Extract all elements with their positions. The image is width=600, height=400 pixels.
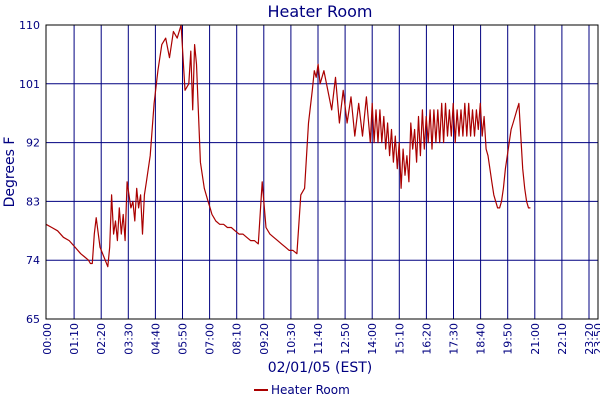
x-tick-label: 07:00 [204, 323, 217, 355]
x-tick-label: 17:30 [448, 323, 461, 355]
x-tick-label: 01:10 [68, 323, 81, 355]
x-tick-label: 11:40 [312, 323, 325, 355]
x-tick-label: 23:50 [592, 323, 600, 355]
x-tick-label: 18:40 [475, 323, 488, 355]
x-tick-label: 05:50 [177, 323, 190, 355]
x-tick-label: 21:00 [529, 323, 542, 355]
x-tick-label: 16:20 [420, 323, 433, 355]
x-axis-label: 02/01/05 (EST) [268, 360, 373, 376]
y-tick-label: 65 [26, 313, 40, 326]
axis-ticks: 65 74 83 92 101 110 00:00 01:10 02:20 03:30 04:40 0… [19, 19, 600, 355]
x-tick-label: 12:50 [339, 323, 352, 355]
x-tick-label: 19:50 [502, 323, 515, 355]
data-lines [45, 24, 531, 268]
x-tick-label: 08:10 [231, 323, 244, 355]
y-tick-label: 74 [26, 254, 40, 267]
legend-label: Heater Room [271, 383, 350, 397]
x-tick-label: 04:40 [149, 323, 162, 355]
x-tick-label: 09:20 [258, 323, 271, 355]
x-tick-label: 10:30 [285, 323, 298, 355]
y-tick-label: 83 [26, 195, 40, 208]
x-tick-label: 15:10 [393, 323, 406, 355]
x-tick-label: 00:00 [41, 323, 54, 355]
x-tick-label: 22:10 [556, 323, 569, 355]
legend: Heater Room [254, 383, 350, 397]
y-tick-label: 110 [19, 19, 40, 32]
chart-grid [46, 24, 598, 320]
chart-title: Heater Room [267, 2, 372, 21]
y-tick-label: 101 [19, 78, 40, 91]
x-tick-label: 02:20 [95, 323, 108, 355]
y-axis-label: Degrees F [2, 137, 18, 208]
y-tick-label: 92 [26, 137, 40, 150]
x-tick-label: 14:00 [366, 323, 379, 355]
x-tick-label: 23:20 [583, 323, 596, 355]
x-tick-label: 03:30 [122, 323, 135, 355]
plot-area [45, 24, 599, 320]
series-line-heater-room [45, 24, 531, 268]
